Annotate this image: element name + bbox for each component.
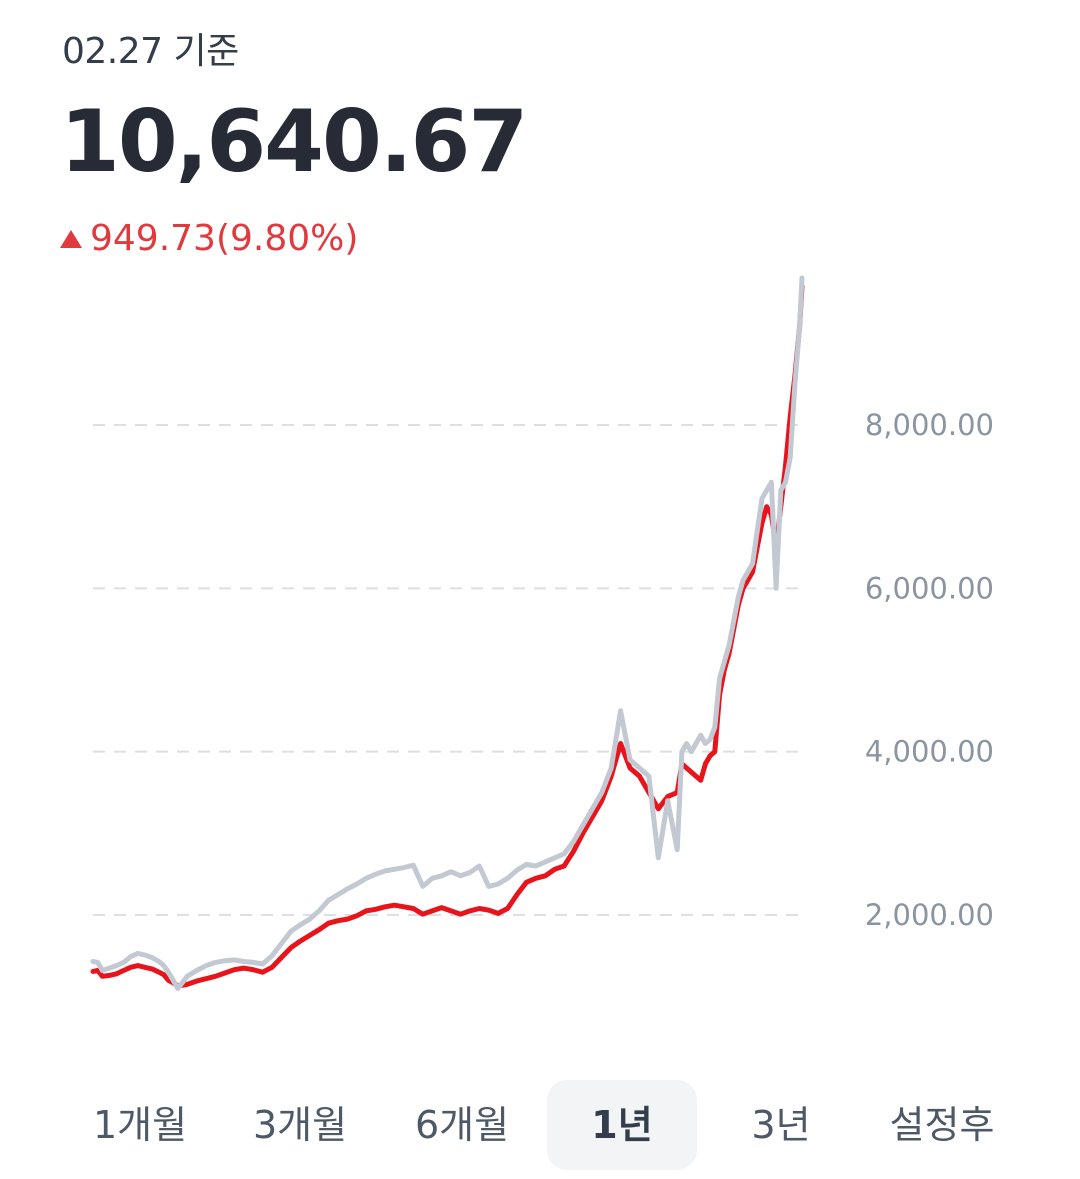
as-of-date: 02.27 기준 xyxy=(62,31,239,72)
tab-1-month[interactable]: 1개월 xyxy=(92,1103,188,1147)
y-tick-label: 6,000.00 xyxy=(865,571,994,605)
period-tabs: 1개월 3개월 6개월 1년 3년 설정후 xyxy=(0,1080,1080,1172)
price-chart[interactable]: 2,000.00 4,000.00 6,000.00 8,000.00 xyxy=(0,270,1080,1060)
series-line-main xyxy=(90,283,805,989)
y-axis-ticks: 2,000.00 4,000.00 6,000.00 8,000.00 xyxy=(865,408,994,932)
current-price: 10,640.67 xyxy=(60,92,528,192)
tab-1-year[interactable]: 1년 xyxy=(547,1080,697,1170)
tab-since-inception[interactable]: 설정후 xyxy=(889,1103,995,1147)
y-tick-label: 4,000.00 xyxy=(865,735,994,769)
y-tick-label: 2,000.00 xyxy=(865,898,994,932)
chart-gridlines xyxy=(93,424,802,916)
price-change: 949.73(9.80%) xyxy=(60,218,358,259)
tab-3-years[interactable]: 3년 xyxy=(751,1103,811,1147)
series-line-compare xyxy=(90,275,805,991)
chart-series xyxy=(90,275,805,991)
y-tick-label: 8,000.00 xyxy=(865,408,994,442)
price-change-value: 949.73(9.80%) xyxy=(90,218,359,259)
up-triangle-icon xyxy=(60,229,82,248)
tab-6-months[interactable]: 6개월 xyxy=(414,1103,510,1147)
tab-3-months[interactable]: 3개월 xyxy=(252,1103,348,1147)
